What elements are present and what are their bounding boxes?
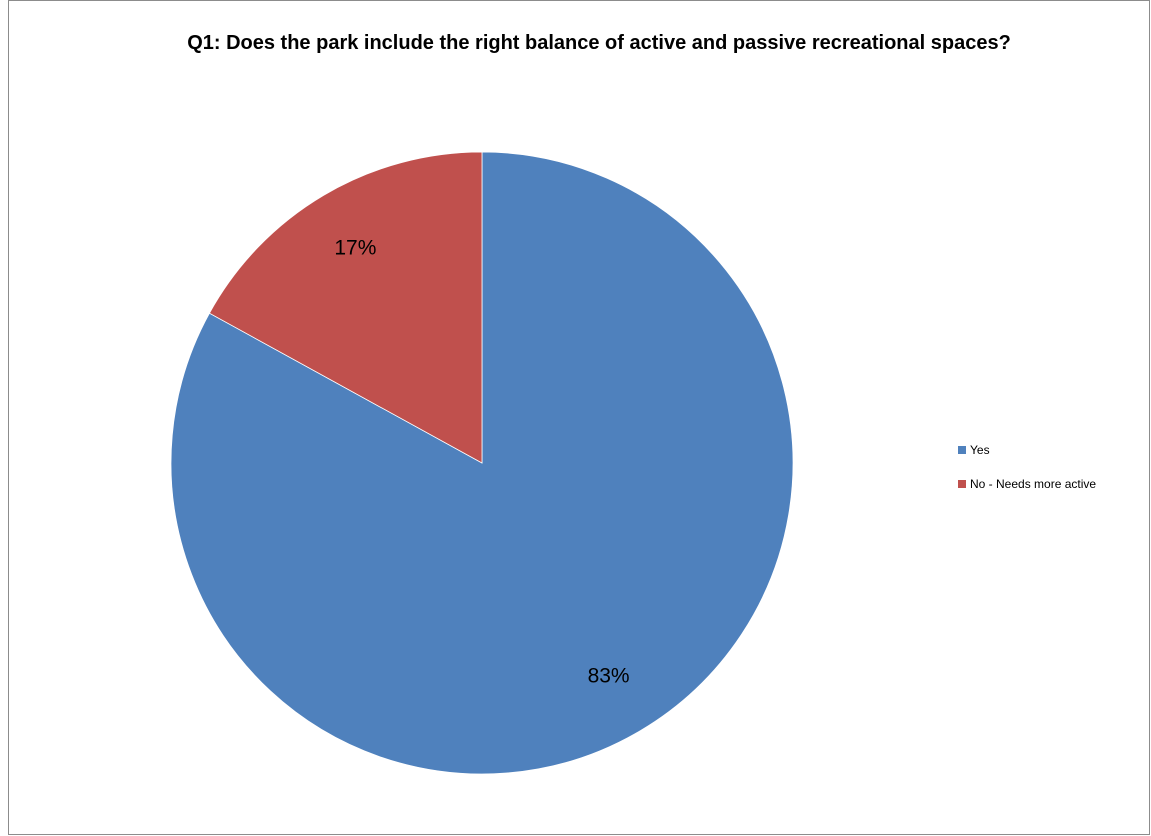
legend-label-1: Yes [970, 442, 990, 457]
legend-item-1: Yes [958, 440, 1096, 459]
legend: Yes No - Needs more active [958, 440, 1096, 508]
data-label-1: 83% [588, 665, 630, 688]
legend-item-2: No - Needs more active [958, 474, 1096, 493]
chart-title: Q1: Does the park include the right bala… [187, 32, 1011, 54]
pie-slice-2 [208, 151, 483, 464]
data-label-2: 17% [334, 236, 376, 259]
legend-swatch-2 [958, 479, 966, 488]
legend-label-2: No - Needs more active [970, 476, 1097, 491]
legend-swatch-1 [958, 445, 966, 454]
